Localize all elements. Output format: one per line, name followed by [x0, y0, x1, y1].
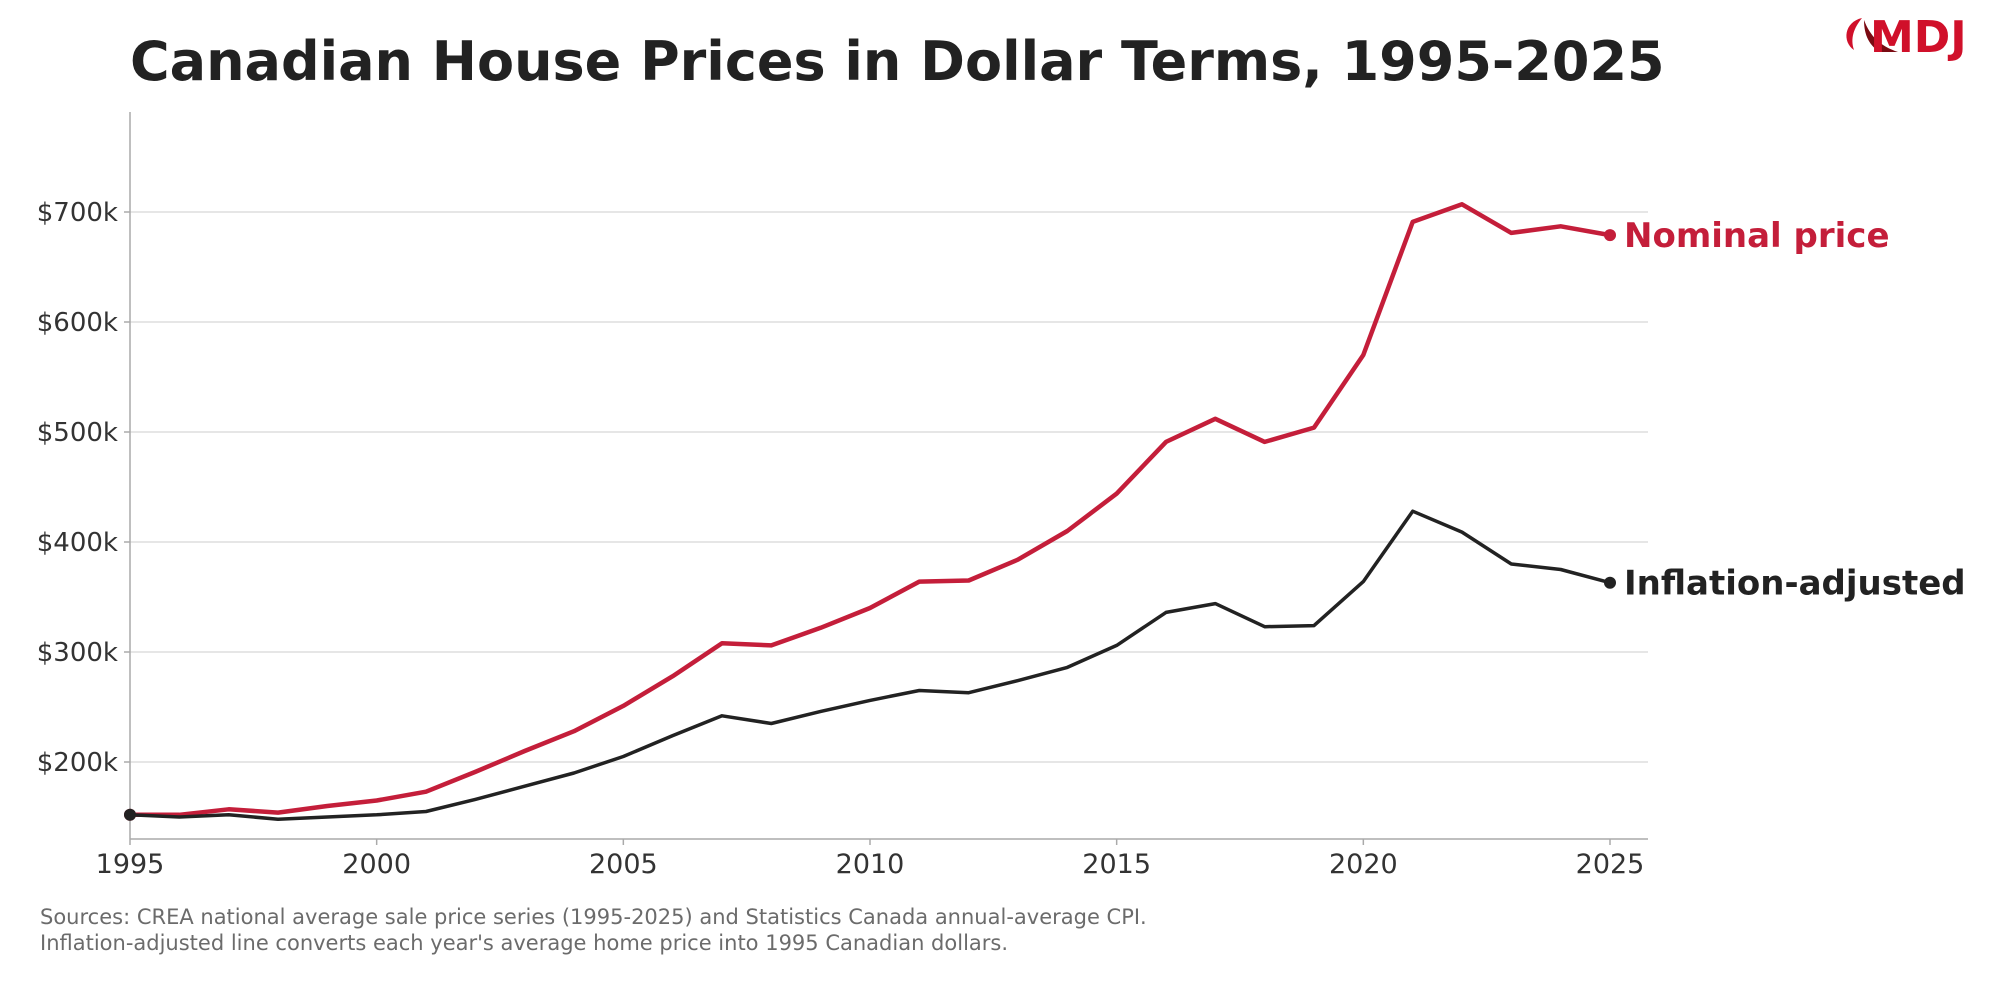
y-tick-label: $500k [37, 418, 118, 448]
y-tick-label: $300k [37, 638, 118, 668]
series-label: Nominal price [1624, 216, 1890, 256]
x-tick-label: 2000 [342, 849, 411, 880]
source-note-1: Sources: CREA national average sale pric… [40, 905, 1147, 929]
logo-swoosh-dark-icon [1864, 20, 1898, 52]
y-tick-label: $600k [37, 308, 118, 338]
x-tick-label: 2025 [1576, 849, 1645, 880]
series-end-point [1604, 229, 1616, 242]
y-tick-label: $200k [37, 748, 118, 778]
logo-text: MDJ [1870, 12, 1967, 63]
logo-swoosh-icon [1846, 18, 1862, 50]
x-tick-label: 2010 [836, 849, 905, 880]
chart-title: Canadian House Prices in Dollar Terms, 1… [130, 30, 1665, 93]
x-tick-label: 2015 [1082, 849, 1151, 880]
x-tick-label: 2020 [1329, 849, 1398, 880]
mdj-logo: MDJ [1846, 12, 1967, 63]
series-start-point [124, 808, 136, 821]
y-tick-label: $700k [37, 198, 118, 228]
series-label: Inflation-adjusted [1624, 564, 1966, 604]
x-tick-label: 2005 [589, 849, 658, 880]
series-line-inflation-adjusted [129, 509, 1611, 821]
series-end-point [1604, 576, 1616, 589]
y-tick-label: $400k [37, 528, 118, 558]
source-note-2: Inflation-adjusted line converts each ye… [40, 931, 1009, 955]
x-tick-label: 1995 [96, 849, 165, 880]
series-line-nominal [130, 202, 1611, 818]
